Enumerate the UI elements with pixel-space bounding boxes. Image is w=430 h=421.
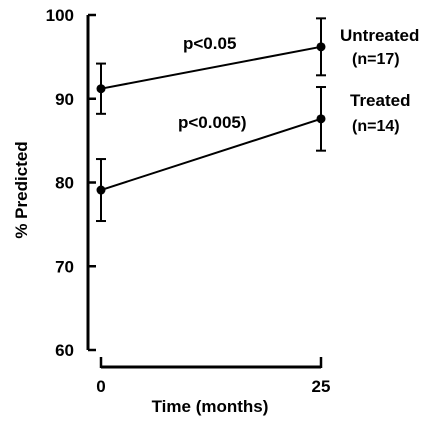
treated-p-value: p<0.005) xyxy=(178,113,247,132)
untreated-data-point-1 xyxy=(316,42,326,52)
untreated-label: Untreated xyxy=(340,26,419,45)
y-tick-label-100: 100 xyxy=(46,6,74,25)
y-tick-label-80: 80 xyxy=(55,174,74,193)
treated-n-label: (n=14) xyxy=(352,118,400,135)
treated-data-point-1 xyxy=(316,114,326,124)
untreated-data-point-0 xyxy=(96,84,106,94)
series-layer xyxy=(96,17,326,223)
x-axis-title: Time (months) xyxy=(152,397,269,416)
x-tick-label-0: 0 xyxy=(96,377,105,396)
y-axis-title: % Predicted xyxy=(12,141,31,238)
untreated-p-value: p<0.05 xyxy=(183,34,236,53)
y-axis-ticks: 60 70 80 90 100 xyxy=(46,6,96,360)
y-tick-label-90: 90 xyxy=(55,90,74,109)
x-axis-ticks: 0 25 xyxy=(96,357,330,396)
treated-label: Treated xyxy=(350,91,410,110)
treated-data-point-0 xyxy=(96,185,106,195)
untreated-series-line xyxy=(100,45,322,90)
untreated-n-label: (n=17) xyxy=(352,51,400,68)
y-tick-label-70: 70 xyxy=(55,257,74,276)
x-tick-label-25: 25 xyxy=(312,377,331,396)
y-tick-label-60: 60 xyxy=(55,341,74,360)
treated-series-line xyxy=(100,117,322,191)
